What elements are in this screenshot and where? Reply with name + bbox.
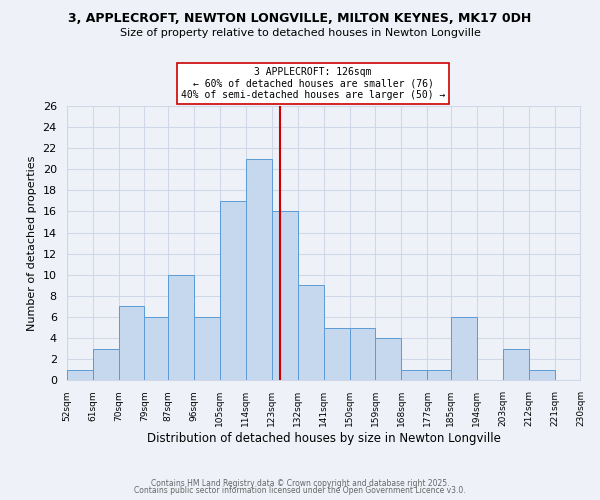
Bar bbox=[323, 328, 350, 380]
Bar bbox=[119, 306, 145, 380]
Bar bbox=[401, 370, 427, 380]
Bar bbox=[194, 317, 220, 380]
Bar bbox=[167, 275, 194, 380]
Text: Contains public sector information licensed under the Open Government Licence v3: Contains public sector information licen… bbox=[134, 486, 466, 495]
Bar bbox=[298, 286, 323, 380]
Text: 3, APPLECROFT, NEWTON LONGVILLE, MILTON KEYNES, MK17 0DH: 3, APPLECROFT, NEWTON LONGVILLE, MILTON … bbox=[68, 12, 532, 26]
Bar bbox=[272, 212, 298, 380]
Bar bbox=[245, 158, 272, 380]
Bar bbox=[451, 317, 476, 380]
Y-axis label: Number of detached properties: Number of detached properties bbox=[27, 156, 37, 331]
Text: Size of property relative to detached houses in Newton Longville: Size of property relative to detached ho… bbox=[119, 28, 481, 38]
Text: Contains HM Land Registry data © Crown copyright and database right 2025.: Contains HM Land Registry data © Crown c… bbox=[151, 478, 449, 488]
Bar bbox=[350, 328, 376, 380]
Bar bbox=[376, 338, 401, 380]
Bar bbox=[529, 370, 554, 380]
Bar bbox=[92, 348, 119, 380]
Bar bbox=[427, 370, 451, 380]
Bar bbox=[145, 317, 167, 380]
Bar bbox=[67, 370, 92, 380]
Bar bbox=[220, 201, 245, 380]
Bar bbox=[503, 348, 529, 380]
X-axis label: Distribution of detached houses by size in Newton Longville: Distribution of detached houses by size … bbox=[146, 432, 500, 445]
Text: 3 APPLECROFT: 126sqm
← 60% of detached houses are smaller (76)
40% of semi-detac: 3 APPLECROFT: 126sqm ← 60% of detached h… bbox=[181, 67, 445, 100]
